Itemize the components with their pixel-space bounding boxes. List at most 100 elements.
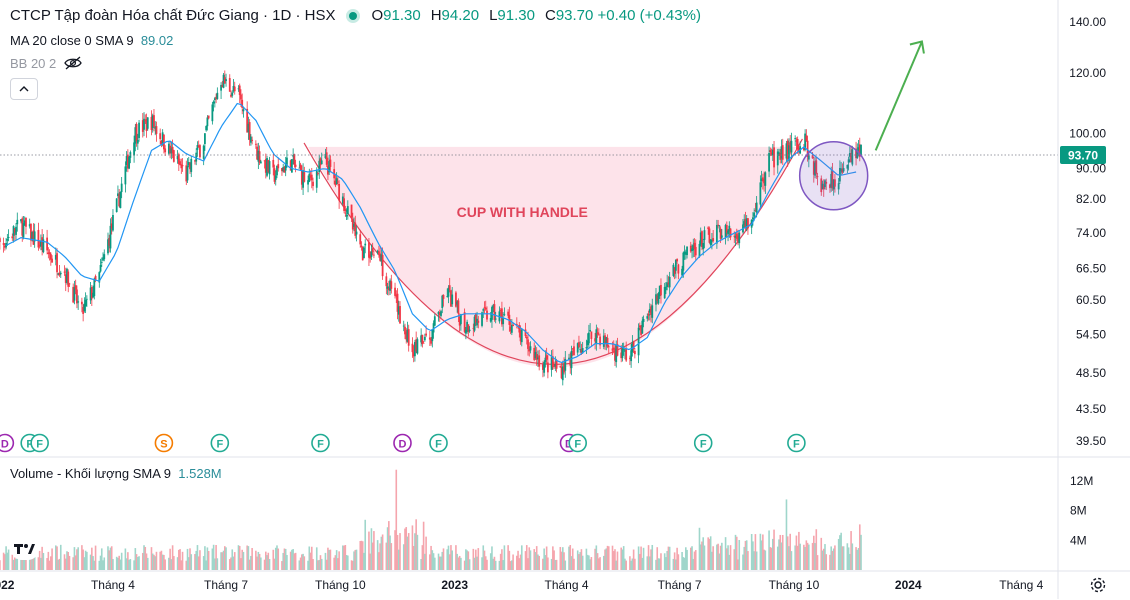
volume-bar (585, 548, 588, 570)
volume-bar (440, 556, 442, 570)
candle-body (292, 155, 295, 157)
volume-bar (676, 547, 678, 570)
volume-bar (404, 528, 406, 570)
eye-off-icon[interactable] (64, 56, 83, 73)
candle-body (195, 152, 198, 162)
candle-body (456, 301, 459, 305)
event-marker-f[interactable] (30, 433, 49, 453)
candle-body (702, 243, 705, 250)
volume-bar (240, 558, 242, 570)
candle-body (776, 151, 779, 166)
volume-bar (603, 555, 605, 570)
candle-body (637, 327, 640, 356)
candle-body (246, 108, 249, 133)
candle-body (468, 329, 471, 332)
volume-bar (804, 546, 806, 570)
volume-bar (450, 545, 452, 570)
volume-bar (743, 546, 746, 570)
candle-body (550, 357, 553, 370)
volume-bar (747, 551, 749, 570)
tradingview-logo[interactable] (11, 538, 39, 560)
candle-body (89, 287, 92, 301)
event-marker-f[interactable] (429, 433, 448, 453)
candle-body (186, 166, 189, 181)
volume-bar (796, 545, 799, 570)
volume-bar (701, 541, 703, 570)
volume-legend[interactable]: Volume - Khối lượng SMA 9 1.528M (10, 466, 222, 481)
volume-bar (233, 552, 236, 570)
candle-body (474, 314, 477, 323)
close-value: 93.70 (555, 7, 594, 24)
collapse-legend-button[interactable] (10, 78, 38, 100)
market-status-dot (349, 11, 358, 20)
event-marker-d[interactable] (0, 433, 15, 453)
volume-bar (181, 551, 184, 570)
volume-bar (528, 547, 531, 570)
volume-bar (57, 559, 60, 570)
price-tick-label: 140.00 (1069, 15, 1106, 29)
volume-bar (351, 560, 354, 570)
candle-body (128, 156, 131, 169)
candle-body (98, 272, 101, 283)
event-marker-f[interactable] (311, 433, 330, 453)
volume-bar (581, 555, 584, 570)
volume-bar (196, 545, 199, 570)
ma-legend[interactable]: MA 20 close 0 SMA 9 89.02 (10, 33, 173, 48)
volume-bar (611, 545, 614, 570)
candle-body (33, 231, 36, 242)
volume-bar (81, 545, 83, 570)
candle-body (23, 220, 26, 226)
volume-bar (639, 553, 641, 570)
candle-body (544, 357, 547, 362)
candle-body (179, 161, 181, 166)
volume-bar (825, 554, 828, 570)
volume-bar (265, 551, 267, 570)
gear-icon[interactable] (1088, 575, 1108, 595)
candle-body (535, 354, 538, 360)
volume-bar (563, 552, 565, 570)
candle-body (136, 140, 139, 144)
candle-body (438, 312, 441, 316)
candle-body (773, 147, 775, 168)
candle-body (811, 155, 814, 159)
volume-bar (292, 549, 294, 570)
candle-body (656, 295, 659, 301)
volume-bar (726, 548, 728, 570)
volume-bar (425, 536, 427, 570)
volume-bar (481, 557, 483, 570)
candle-body (215, 96, 217, 100)
candle-body (355, 231, 358, 235)
volume-bar (154, 556, 157, 570)
volume-bar (40, 557, 42, 570)
time-tick-label: Tháng 7 (658, 578, 702, 592)
event-marker-f[interactable] (568, 433, 588, 453)
volume-bar (570, 556, 573, 570)
volume-bar (816, 555, 819, 570)
candle-body (477, 320, 480, 323)
event-marker-f[interactable] (210, 433, 230, 453)
volume-bar (518, 558, 521, 570)
candle-body (560, 367, 563, 379)
event-marker-d[interactable] (393, 433, 412, 453)
candle-body (329, 159, 332, 167)
event-marker-s[interactable] (154, 433, 174, 453)
volume-bar (266, 555, 268, 570)
candle-body (829, 184, 831, 189)
event-marker-f[interactable] (787, 433, 806, 453)
candle-body (494, 318, 497, 320)
candle-body (663, 286, 666, 299)
volume-bar (438, 556, 441, 570)
bb-legend[interactable]: BB 20 2 (10, 56, 83, 73)
candle-body (30, 223, 32, 241)
volume-bar (13, 557, 16, 570)
current-price-tag[interactable] (1060, 145, 1106, 164)
event-marker-f[interactable] (693, 433, 713, 453)
candle-body (676, 259, 679, 262)
candle-body (386, 286, 389, 289)
candle-body (289, 160, 292, 171)
symbol-title[interactable]: CTCP Tập đoàn Hóa chất Đức Giang · 1D · … (10, 7, 336, 24)
candle-body (545, 355, 548, 360)
candle-body (533, 347, 536, 360)
volume-bar (207, 551, 210, 570)
